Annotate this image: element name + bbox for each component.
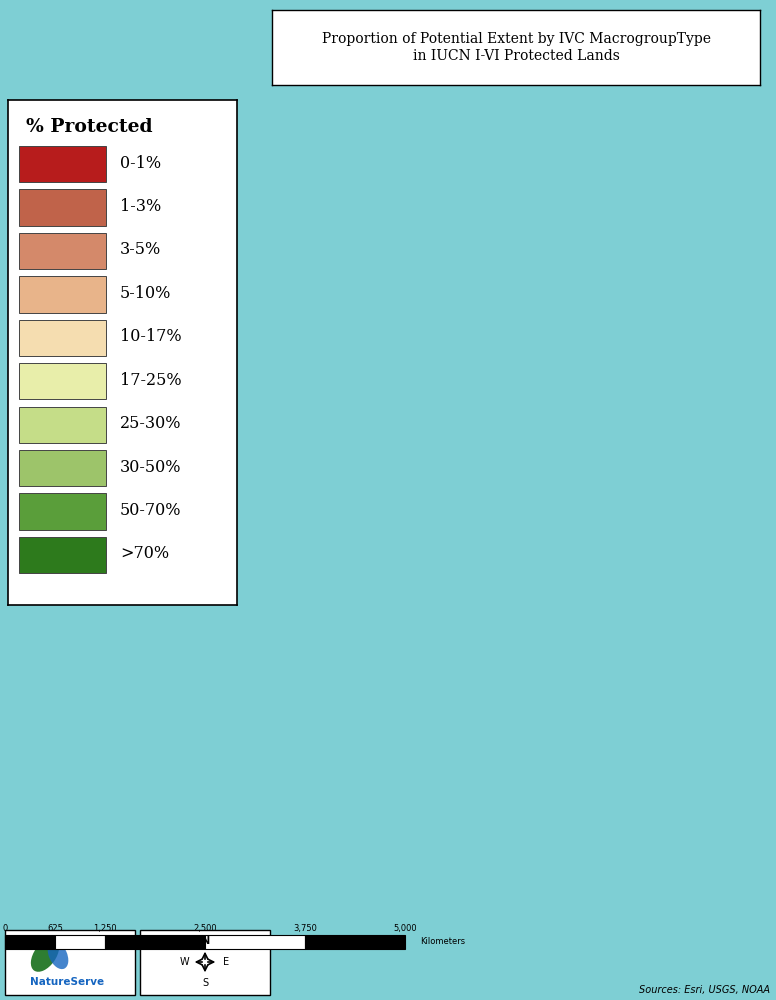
Text: S: S bbox=[202, 978, 208, 988]
Bar bbox=[19, 233, 106, 269]
Text: W: W bbox=[179, 957, 189, 967]
Text: 625: 625 bbox=[47, 924, 63, 933]
Text: % Protected: % Protected bbox=[26, 118, 153, 136]
Bar bbox=[305, 935, 405, 949]
Text: 5-10%: 5-10% bbox=[120, 285, 171, 302]
Bar bbox=[5, 935, 55, 949]
Bar bbox=[19, 450, 106, 486]
Text: Sources: Esri, USGS, NOAA: Sources: Esri, USGS, NOAA bbox=[639, 985, 770, 995]
Bar bbox=[19, 320, 106, 356]
Bar bbox=[105, 935, 205, 949]
Text: 1,250: 1,250 bbox=[93, 924, 117, 933]
Text: 0-1%: 0-1% bbox=[120, 155, 161, 172]
Text: Proportion of Potential Extent by IVC MacrogroupType
in IUCN I-VI Protected Land: Proportion of Potential Extent by IVC Ma… bbox=[321, 32, 711, 63]
Text: 2,500: 2,500 bbox=[193, 924, 217, 933]
Bar bbox=[55, 935, 105, 949]
Bar bbox=[205, 935, 305, 949]
Bar bbox=[19, 276, 106, 313]
Bar bbox=[19, 146, 106, 182]
Text: NatureServe: NatureServe bbox=[30, 977, 104, 987]
Text: N: N bbox=[201, 936, 209, 946]
Bar bbox=[19, 493, 106, 530]
Text: 25-30%: 25-30% bbox=[120, 415, 182, 432]
Text: E: E bbox=[223, 957, 229, 967]
FancyBboxPatch shape bbox=[140, 930, 270, 995]
FancyBboxPatch shape bbox=[5, 930, 135, 995]
Text: 3,750: 3,750 bbox=[293, 924, 317, 933]
Text: 0: 0 bbox=[2, 924, 8, 933]
Text: 5,000: 5,000 bbox=[393, 924, 417, 933]
Text: >70%: >70% bbox=[120, 545, 169, 562]
Text: 50-70%: 50-70% bbox=[120, 502, 182, 519]
Text: 17-25%: 17-25% bbox=[120, 372, 182, 389]
Text: 30-50%: 30-50% bbox=[120, 459, 182, 476]
Text: 3-5%: 3-5% bbox=[120, 241, 161, 258]
Bar bbox=[19, 537, 106, 573]
Bar bbox=[19, 407, 106, 443]
Ellipse shape bbox=[31, 938, 59, 972]
Bar bbox=[19, 189, 106, 226]
Text: Kilometers: Kilometers bbox=[420, 936, 465, 946]
Bar bbox=[19, 363, 106, 399]
Text: 1-3%: 1-3% bbox=[120, 198, 161, 215]
Ellipse shape bbox=[47, 941, 68, 969]
Text: 10-17%: 10-17% bbox=[120, 328, 182, 345]
